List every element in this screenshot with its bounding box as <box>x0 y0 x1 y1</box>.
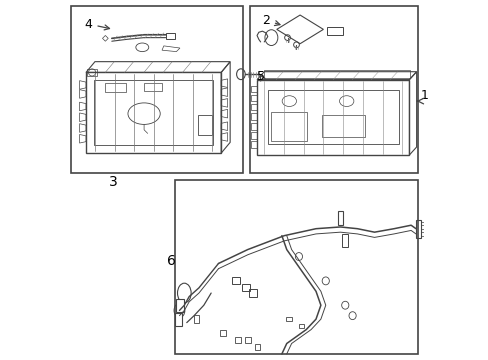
Bar <box>231 277 239 284</box>
Bar <box>248 289 256 297</box>
Text: 6: 6 <box>166 254 175 268</box>
Bar <box>235 337 241 343</box>
Bar <box>194 315 199 323</box>
Bar <box>415 220 421 238</box>
Bar <box>70 6 242 173</box>
Bar <box>250 104 257 110</box>
Bar <box>241 284 249 292</box>
Text: 2: 2 <box>262 14 279 27</box>
Bar <box>250 86 257 92</box>
Bar <box>326 27 343 35</box>
Bar <box>271 112 306 140</box>
Bar <box>250 123 257 130</box>
Bar <box>250 132 257 139</box>
Bar <box>250 95 257 101</box>
Text: 3: 3 <box>109 175 118 189</box>
Bar <box>175 299 183 312</box>
Bar <box>286 317 291 321</box>
Bar <box>198 116 212 135</box>
Bar <box>337 211 343 225</box>
Bar <box>254 344 260 350</box>
Text: 4: 4 <box>84 18 109 31</box>
Bar <box>165 33 174 39</box>
Bar <box>104 83 126 92</box>
Bar <box>220 330 226 336</box>
Bar <box>174 313 182 325</box>
Bar <box>342 234 347 247</box>
Bar <box>250 113 257 120</box>
Text: 1: 1 <box>419 89 427 102</box>
Bar <box>174 180 418 354</box>
Bar <box>144 83 162 91</box>
Bar <box>244 337 250 343</box>
Bar <box>321 116 364 137</box>
Bar <box>249 6 418 173</box>
Bar <box>250 141 257 148</box>
Text: 5: 5 <box>256 69 264 82</box>
Bar <box>298 324 304 328</box>
